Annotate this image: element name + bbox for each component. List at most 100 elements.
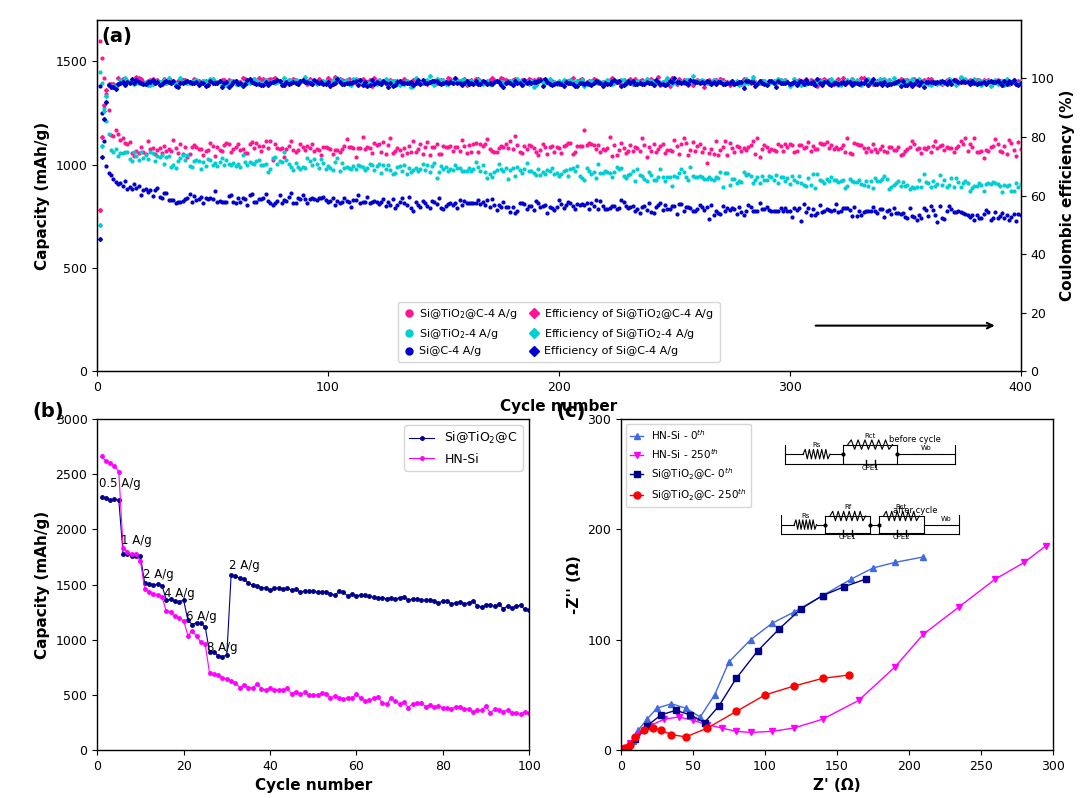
Line: HN-Si - 0$^{th}$: HN-Si - 0$^{th}$ [624, 554, 927, 752]
Legend: Si@TiO$_2$@C, HN-Si: Si@TiO$_2$@C, HN-Si [404, 425, 523, 471]
Si@TiO$_2$@C- 0$^{th}$ [860, 575, 873, 584]
HN-Si - 0$^{th}$ [679, 703, 692, 713]
HN-Si - 250$^{th}$ [989, 575, 1002, 584]
HN-Si - 250$^{th}$ [1039, 541, 1052, 551]
Si@TiO$_2$@C- 250$^{th}$ [665, 730, 678, 740]
HN-Si - 0$^{th}$ [816, 591, 829, 600]
HN-Si - 0$^{th}$ [693, 713, 706, 722]
HN-Si - 0$^{th}$ [650, 703, 663, 713]
Si@TiO$_2$@C- 250$^{th}$ [730, 707, 743, 717]
HN-Si - 250$^{th}$ [766, 726, 779, 736]
Si@TiO$_2$@C- 0$^{th}$ [654, 710, 667, 720]
Line: Si@TiO$_2$@C- 250$^{th}$: Si@TiO$_2$@C- 250$^{th}$ [622, 672, 852, 752]
Line: HN-Si - 250$^{th}$: HN-Si - 250$^{th}$ [622, 543, 1050, 752]
Si@TiO$_2$@C- 0$^{th}$ [816, 591, 829, 600]
Si@TiO$_2$@C [216, 652, 229, 662]
Text: 2 A/g: 2 A/g [229, 559, 259, 572]
HN-Si - 250$^{th}$ [917, 630, 930, 639]
Line: Si@TiO$_2$@C: Si@TiO$_2$@C [99, 496, 531, 658]
Si@TiO$_2$@C- 0$^{th}$ [684, 710, 697, 720]
Si@TiO$_2$@C- 0$^{th}$ [713, 701, 726, 711]
HN-Si - 250$^{th}$ [715, 723, 728, 733]
Text: 4 A/g: 4 A/g [164, 587, 194, 599]
HN-Si - 0$^{th}$ [845, 575, 858, 584]
Text: (b): (b) [32, 402, 64, 421]
HN-Si - 250$^{th}$ [623, 739, 636, 749]
X-axis label: Cycle number: Cycle number [255, 778, 372, 793]
Y-axis label: -Z'' (Ω): -Z'' (Ω) [567, 555, 582, 614]
Si@TiO$_2$@C- 0$^{th}$ [670, 705, 683, 715]
HN-Si - 0$^{th}$ [626, 737, 639, 746]
HN-Si - 0$^{th}$ [723, 657, 735, 666]
Si@TiO$_2$@C- 0$^{th}$ [640, 721, 653, 731]
HN-Si - 250$^{th}$ [816, 714, 829, 724]
HN-Si - 0$^{th}$ [766, 618, 779, 628]
HN-Si - 0$^{th}$ [622, 743, 635, 753]
Si@TiO$_2$@C- 0$^{th}$ [773, 624, 786, 634]
Si@TiO$_2$@C- 250$^{th}$ [701, 723, 714, 733]
HN-Si - 250$^{th}$ [687, 716, 700, 725]
HN-Si - 250$^{th}$ [1017, 558, 1030, 567]
Text: 0.5 A/g: 0.5 A/g [99, 477, 141, 491]
Text: 6 A/g: 6 A/g [186, 610, 216, 623]
HN-Si - 0$^{th}$ [888, 558, 901, 567]
Si@TiO$_2$@C- 0$^{th}$ [629, 734, 642, 744]
Si@TiO$_2$@C- 250$^{th}$ [629, 732, 642, 741]
Text: 2 A/g: 2 A/g [143, 568, 173, 582]
X-axis label: Z' (Ω): Z' (Ω) [813, 778, 861, 793]
HN-Si - 250$^{th}$ [953, 602, 966, 611]
Si@TiO$_2$@C- 250$^{th}$ [637, 725, 650, 735]
Si@TiO$_2$@C- 250$^{th}$ [646, 723, 659, 733]
HN-Si [177, 616, 190, 626]
X-axis label: Cycle number: Cycle number [500, 399, 618, 414]
Si@TiO$_2$@C [354, 591, 367, 600]
Si@TiO$_2$@C [320, 587, 333, 596]
Si@TiO$_2$@C- 0$^{th}$ [752, 646, 765, 656]
HN-Si - 250$^{th}$ [888, 662, 901, 672]
Line: Si@TiO$_2$@C- 0$^{th}$: Si@TiO$_2$@C- 0$^{th}$ [624, 575, 869, 752]
HN-Si - 250$^{th}$ [632, 730, 645, 740]
Si@TiO$_2$@C- 250$^{th}$ [758, 690, 771, 700]
HN-Si - 0$^{th}$ [866, 563, 879, 573]
Text: 1 A/g: 1 A/g [121, 534, 151, 547]
Si@TiO$_2$@C [177, 595, 190, 605]
Y-axis label: Capacity (mAh/g): Capacity (mAh/g) [35, 511, 50, 658]
Line: HN-Si: HN-Si [99, 454, 531, 716]
HN-Si [350, 689, 363, 699]
Si@TiO$_2$@C [194, 618, 207, 628]
Si@TiO$_2$@C- 250$^{th}$ [679, 732, 692, 741]
Si@TiO$_2$@C- 0$^{th}$ [795, 604, 808, 614]
Text: 8 A/g: 8 A/g [207, 642, 238, 654]
Text: (a): (a) [102, 27, 133, 46]
Legend: HN-Si - 0$^{th}$, HN-Si - 250$^{th}$, Si@TiO$_2$@C- 0$^{th}$, Si@TiO$_2$@C- 250$: HN-Si - 0$^{th}$, HN-Si - 250$^{th}$, Si… [626, 425, 752, 507]
HN-Si - 0$^{th}$ [665, 699, 678, 709]
Si@TiO$_2$@C [492, 599, 505, 609]
HN-Si [488, 705, 501, 714]
Si@TiO$_2$@C- 250$^{th}$ [619, 743, 632, 753]
Si@TiO$_2$@C- 0$^{th}$ [838, 582, 851, 591]
HN-Si - 0$^{th}$ [787, 607, 800, 617]
HN-Si [523, 708, 536, 717]
HN-Si [501, 705, 514, 714]
HN-Si - 0$^{th}$ [632, 725, 645, 735]
Si@TiO$_2$@C [505, 603, 518, 613]
HN-Si - 250$^{th}$ [619, 743, 632, 753]
Si@TiO$_2$@C- 0$^{th}$ [698, 717, 711, 727]
HN-Si - 0$^{th}$ [708, 690, 721, 700]
HN-Si [194, 638, 207, 647]
HN-Si [514, 709, 527, 719]
HN-Si - 250$^{th}$ [701, 720, 714, 729]
HN-Si - 0$^{th}$ [917, 552, 930, 562]
Si@TiO$_2$@C- 250$^{th}$ [816, 674, 829, 683]
HN-Si - 0$^{th}$ [744, 635, 757, 645]
Y-axis label: Capacity (mAh/g): Capacity (mAh/g) [35, 121, 50, 270]
Si@TiO$_2$@C [95, 492, 108, 502]
HN-Si - 250$^{th}$ [644, 721, 657, 731]
Text: (c): (c) [556, 402, 585, 421]
Si@TiO$_2$@C- 250$^{th}$ [623, 740, 636, 749]
Si@TiO$_2$@C- 0$^{th}$ [730, 674, 743, 683]
HN-Si [95, 452, 108, 461]
HN-Si - 250$^{th}$ [672, 713, 685, 722]
Si@TiO$_2$@C- 250$^{th}$ [654, 725, 667, 735]
HN-Si [315, 689, 328, 698]
